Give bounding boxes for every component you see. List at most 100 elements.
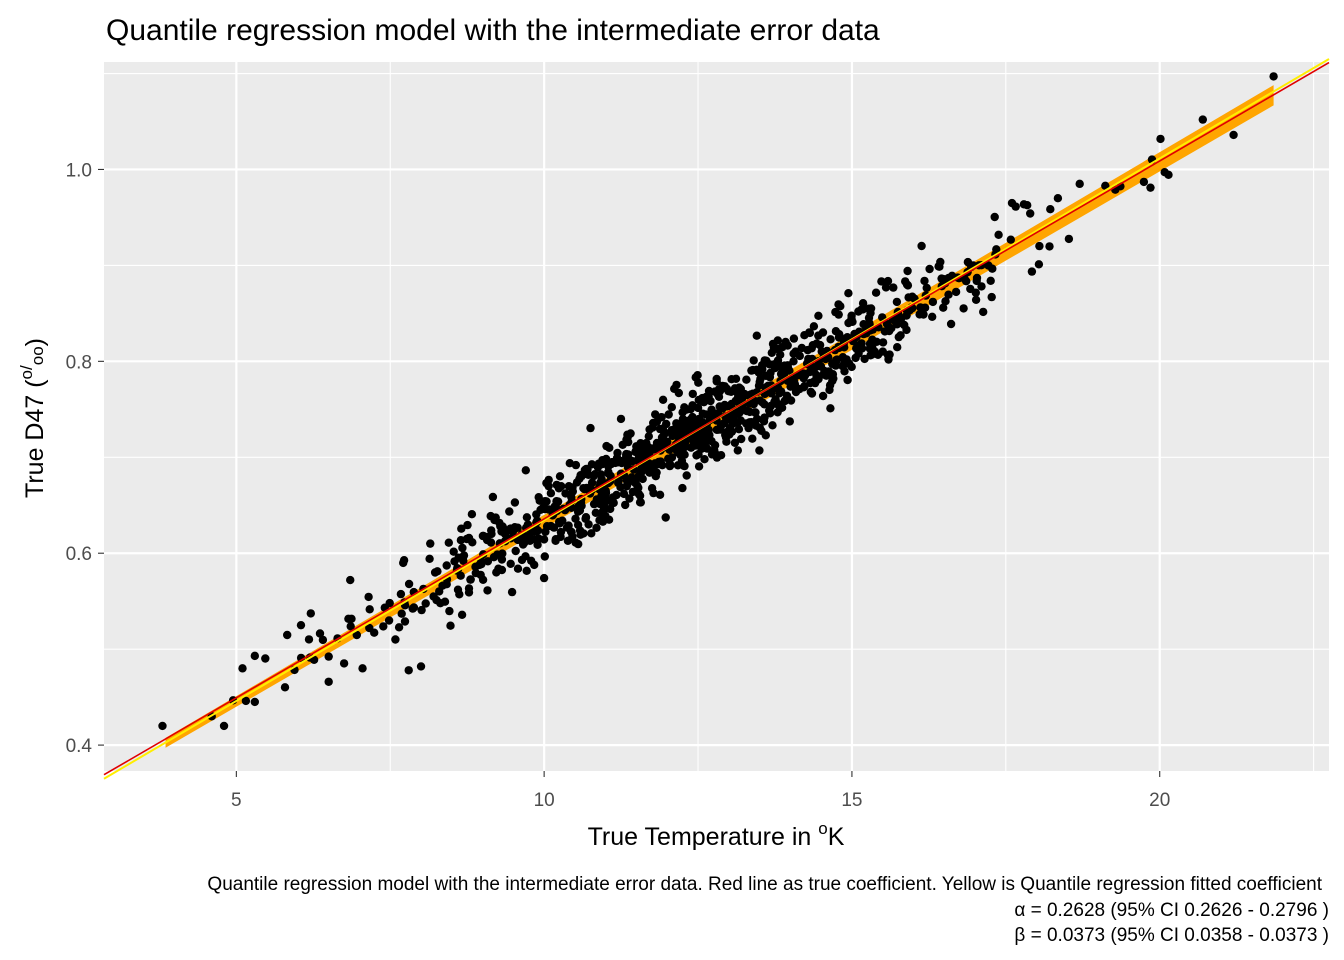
data-point — [663, 437, 672, 446]
data-point — [748, 434, 757, 443]
grid-lines — [104, 62, 1329, 771]
data-point — [843, 333, 852, 342]
data-point — [622, 475, 631, 485]
data-point — [826, 335, 835, 344]
data-point — [391, 635, 400, 644]
data-point — [647, 484, 657, 493]
data-point — [609, 498, 618, 508]
data-point — [616, 483, 625, 492]
regression-lines — [103, 58, 1330, 780]
data-point — [990, 212, 999, 222]
data-point — [917, 241, 926, 251]
data-point — [812, 339, 821, 348]
data-point — [734, 425, 744, 434]
data-point — [426, 539, 435, 548]
data-point — [755, 377, 764, 387]
data-point — [670, 384, 679, 393]
data-point — [571, 460, 581, 470]
data-point — [893, 343, 902, 352]
data-point — [752, 414, 762, 424]
data-point — [238, 664, 247, 673]
data-point — [449, 547, 458, 556]
data-point — [716, 451, 726, 460]
data-point — [1075, 179, 1084, 189]
data-point — [758, 360, 767, 370]
data-point — [678, 483, 687, 493]
data-point — [618, 440, 627, 449]
data-point — [458, 543, 467, 553]
data-point — [466, 575, 475, 584]
data-point — [1101, 181, 1110, 190]
data-point — [707, 450, 717, 459]
data-point — [464, 534, 473, 543]
data-point — [791, 387, 801, 397]
data-point — [544, 505, 554, 514]
data-point — [304, 635, 314, 644]
data-point — [667, 403, 676, 412]
data-point — [994, 230, 1003, 239]
data-point — [712, 377, 721, 386]
data-point — [587, 529, 596, 538]
data-point — [789, 334, 799, 343]
data-point — [261, 654, 270, 663]
data-point — [493, 550, 502, 559]
data-point — [896, 331, 905, 340]
data-point — [693, 371, 702, 380]
data-point — [506, 559, 515, 568]
data-point — [946, 319, 956, 329]
data-point — [694, 462, 704, 471]
x-tick-label: 20 — [1149, 790, 1170, 811]
data-point — [902, 311, 911, 320]
data-point — [848, 317, 857, 326]
data-point — [865, 320, 874, 329]
data-point — [934, 262, 943, 271]
data-point — [632, 445, 641, 455]
data-point — [450, 557, 459, 566]
data-point — [704, 392, 713, 401]
data-point — [445, 606, 454, 616]
data-point — [546, 489, 556, 498]
data-point — [408, 604, 417, 613]
data-point — [806, 387, 815, 397]
data-point — [250, 651, 260, 661]
data-point — [510, 498, 520, 507]
data-point — [824, 367, 834, 376]
data-point — [346, 575, 355, 585]
data-point — [586, 423, 595, 433]
data-point — [649, 445, 658, 454]
data-point — [324, 652, 333, 661]
data-point — [483, 557, 493, 566]
data-point — [791, 347, 800, 356]
data-point — [944, 290, 953, 299]
data-point — [531, 527, 540, 536]
data-point — [296, 653, 306, 663]
data-point — [573, 507, 583, 516]
data-point — [318, 635, 328, 645]
data-point — [737, 434, 746, 444]
data-point — [505, 507, 514, 516]
data-point — [339, 659, 349, 668]
data-point — [158, 721, 167, 731]
data-point — [951, 287, 961, 297]
data-point — [682, 405, 691, 414]
data-point — [800, 382, 809, 391]
data-point — [883, 351, 893, 360]
data-point — [1027, 267, 1037, 276]
data-point — [972, 276, 981, 286]
data-point — [947, 271, 957, 280]
data-point — [1229, 130, 1238, 140]
data-point — [591, 508, 600, 517]
data-point — [733, 446, 742, 455]
data-point — [686, 443, 696, 452]
data-point — [364, 592, 373, 602]
data-point — [816, 362, 826, 371]
y-axis-title: True D47 (o/oo) — [17, 338, 49, 498]
data-point — [542, 497, 551, 506]
data-point — [440, 597, 450, 606]
data-point — [568, 532, 577, 541]
data-point — [464, 584, 474, 593]
data-point — [735, 396, 744, 405]
data-point — [767, 348, 776, 357]
data-point — [941, 297, 950, 306]
